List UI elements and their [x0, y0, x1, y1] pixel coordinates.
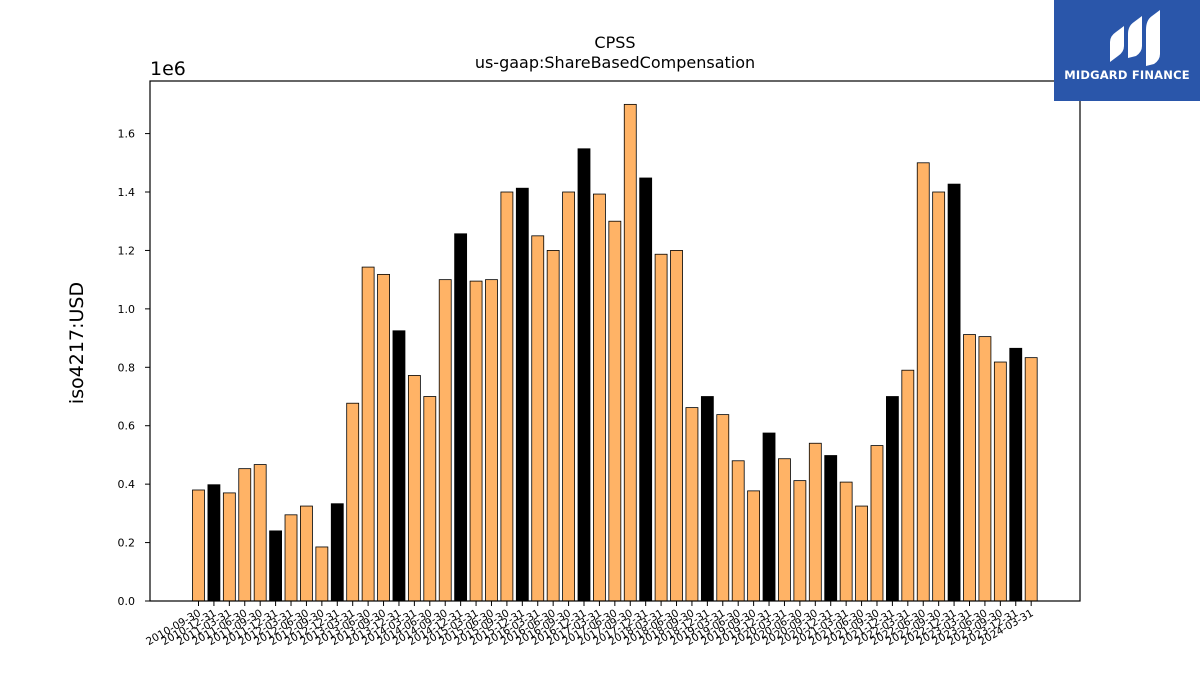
bar-2020-06-30: [793, 480, 807, 602]
bar-2024-03-31: [1024, 357, 1038, 602]
bar-2016-12-31: [577, 148, 591, 602]
chart-title: CPSS: [594, 33, 635, 52]
bar-2021-06-30: [855, 505, 868, 602]
y-axis: 0.0 0.2 0.4 0.6 0.8 1.0 1.2 1.4 1.6: [118, 128, 150, 608]
bar-2015-09-30: [500, 191, 514, 602]
bar-2020-12-31: [824, 455, 838, 602]
bar-2016-09-30: [562, 191, 575, 602]
bar-2014-03-31: [407, 375, 421, 602]
y-axis-label: iso4217:USD: [66, 282, 88, 404]
bar-2011-09-30: [253, 464, 267, 602]
bar-2019-12-31: [762, 432, 776, 602]
bar-2012-06-30: [300, 505, 313, 602]
bar-2017-12-31: [639, 177, 653, 602]
y-tick-label: 1.0: [118, 303, 136, 316]
bar-2022-09-30: [932, 191, 946, 602]
chart-subtitle: us-gaap:ShareBasedCompensation: [475, 53, 755, 72]
bar-2013-06-30: [361, 266, 375, 602]
y-tick-label: 0.0: [118, 595, 136, 608]
bar-2013-03-31: [346, 402, 360, 602]
bar-2016-06-30: [546, 250, 560, 602]
bar-2014-12-31: [454, 233, 468, 602]
x-axis: 2010-09-302010-12-312011-03-312011-06-30…: [144, 601, 1036, 648]
y-tick-label: 1.2: [118, 244, 136, 257]
bar-2018-03-31: [654, 253, 668, 602]
y-tick-label: 0.4: [118, 478, 136, 491]
y-tick-label: 0.6: [118, 420, 136, 433]
bar-2016-03-31: [531, 235, 545, 602]
bar-2010-09-30: [192, 489, 205, 602]
y-multiplier-label: 1e6: [150, 58, 186, 80]
bar-2018-06-30: [670, 250, 683, 602]
bar-2020-09-30: [808, 442, 822, 602]
bar-2013-09-30: [377, 273, 390, 602]
bar-2018-09-30: [685, 407, 699, 602]
bar-2011-12-31: [269, 530, 283, 602]
bar-2021-12-31: [886, 396, 899, 602]
bar-2023-03-31: [963, 334, 976, 602]
bar-2012-03-31: [284, 514, 298, 602]
bar-2023-09-30: [993, 361, 1007, 602]
bar-2019-09-30: [747, 490, 761, 602]
bar-2022-12-31: [947, 183, 961, 602]
logo-text: MIDGARD FINANCE: [1064, 68, 1190, 82]
bar-2011-03-31: [222, 492, 236, 602]
bar-2017-06-30: [608, 220, 622, 602]
bar-2012-09-30: [315, 546, 329, 602]
bar-2019-06-30: [731, 460, 745, 602]
bar-2017-03-31: [593, 193, 606, 602]
midgard-finance-logo: MIDGARD FINANCE: [1054, 0, 1200, 101]
bar-2017-09-30: [623, 103, 637, 602]
bar-2014-09-30: [438, 279, 452, 602]
y-tick-label: 0.8: [118, 361, 136, 374]
bar-2013-12-31: [392, 330, 406, 602]
bar-2019-03-31: [716, 414, 730, 602]
bar-2023-06-30: [978, 336, 992, 602]
plot-frame: [149, 80, 1081, 602]
bars-group: [192, 103, 1038, 602]
bar-2010-12-31: [207, 484, 221, 602]
bar-2011-06-30: [238, 468, 252, 602]
y-tick-label: 0.2: [118, 537, 136, 550]
bar-2018-12-31: [700, 396, 714, 602]
bar-2014-06-30: [423, 396, 437, 602]
bar-2015-12-31: [515, 187, 529, 602]
y-tick-label: 1.6: [118, 128, 136, 141]
bar-2021-09-30: [870, 445, 884, 602]
bar-2012-12-31: [330, 503, 344, 602]
midgard-m-logo-icon: [1110, 10, 1160, 66]
y-tick-label: 1.4: [118, 186, 136, 199]
bar-2015-03-31: [469, 280, 483, 602]
bar-2022-03-31: [901, 369, 915, 602]
bar-2015-06-30: [485, 279, 498, 602]
bar-2020-03-31: [778, 458, 791, 602]
bar-2023-12-31: [1009, 347, 1023, 602]
bar-2022-06-30: [916, 162, 930, 602]
bar-2021-03-31: [839, 481, 853, 602]
